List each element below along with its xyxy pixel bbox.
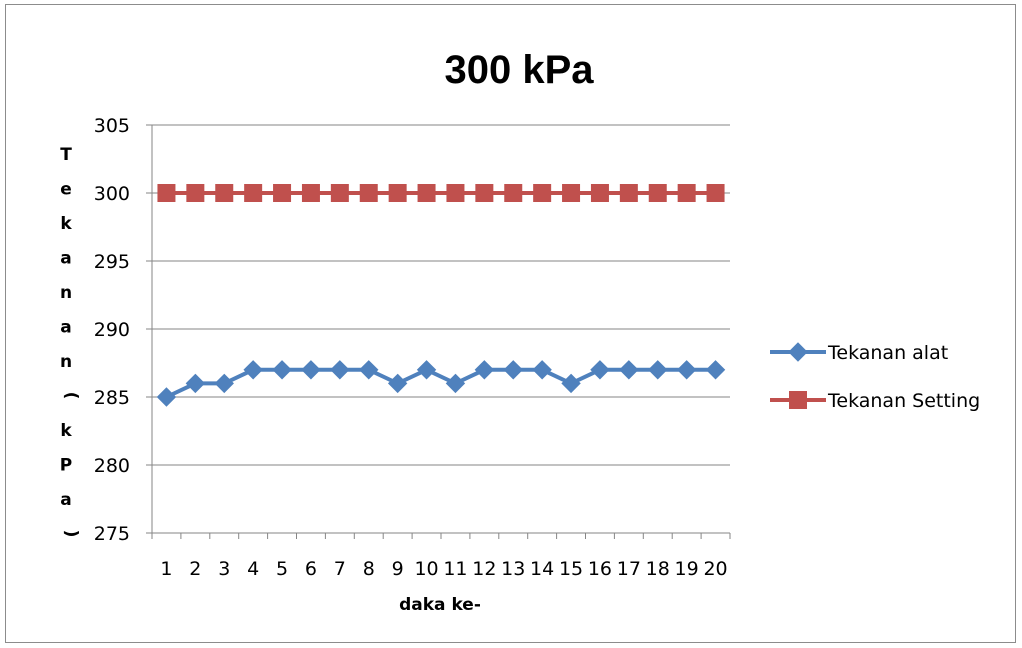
x-tick-label: 5 bbox=[276, 558, 288, 580]
legend-label: Tekanan Setting bbox=[827, 390, 980, 412]
data-point bbox=[676, 360, 697, 380]
y-axis-title-char: ) bbox=[61, 530, 81, 538]
y-axis-title-char: a bbox=[60, 490, 71, 510]
x-tick-label: 16 bbox=[588, 558, 612, 580]
y-tick-label: 290 bbox=[94, 319, 130, 341]
x-tick-label: 15 bbox=[559, 558, 583, 580]
x-tick-label: 13 bbox=[501, 558, 525, 580]
data-point bbox=[301, 360, 321, 380]
series-tekanan-alat bbox=[156, 360, 726, 407]
data-point bbox=[619, 184, 638, 202]
data-point bbox=[273, 184, 292, 202]
x-tick-label: 6 bbox=[305, 558, 317, 580]
data-point bbox=[157, 184, 176, 202]
data-point bbox=[504, 184, 523, 202]
data-point bbox=[416, 360, 437, 380]
data-point bbox=[445, 373, 466, 394]
data-point bbox=[590, 184, 609, 202]
data-point bbox=[388, 184, 407, 202]
data-point bbox=[186, 184, 205, 202]
x-tick-label: 20 bbox=[703, 558, 727, 580]
data-point bbox=[185, 373, 206, 394]
gridlines bbox=[152, 124, 730, 466]
y-tick-labels: 275 280 285 290 295 300 305 bbox=[94, 115, 130, 545]
y-axis-title-char: k bbox=[60, 421, 72, 441]
series-tekanan-setting bbox=[157, 184, 725, 202]
data-point bbox=[330, 184, 349, 202]
legend-swatch-marker bbox=[788, 342, 808, 362]
data-point bbox=[561, 373, 581, 394]
data-point bbox=[417, 184, 436, 202]
y-tick-label: 300 bbox=[94, 183, 130, 205]
data-point bbox=[156, 387, 177, 407]
x-tick-labels: 1 2 3 4 5 6 7 8 9 10 11 12 13 14 15 16 17 18 19 20 bbox=[160, 558, 727, 580]
chart-frame bbox=[5, 4, 1016, 643]
y-tick-label: 280 bbox=[94, 455, 130, 477]
y-axis-title-char: k bbox=[60, 214, 72, 234]
x-tick-label: 8 bbox=[363, 558, 375, 580]
data-point bbox=[359, 184, 378, 202]
data-point bbox=[619, 360, 639, 380]
x-tick-label: 18 bbox=[646, 558, 670, 580]
x-tick-label: 11 bbox=[443, 558, 467, 580]
data-point bbox=[301, 184, 320, 202]
data-point bbox=[706, 184, 725, 202]
y-axis-title-char: e bbox=[60, 180, 72, 200]
y-axis-title-char: ( bbox=[61, 392, 81, 400]
data-point bbox=[648, 184, 667, 202]
data-point bbox=[330, 360, 350, 380]
legend-entry: Tekanan Setting bbox=[770, 390, 980, 412]
legend-label: Tekanan alat bbox=[827, 342, 948, 364]
data-point bbox=[244, 184, 263, 202]
chart-title: 300 kPa bbox=[444, 48, 594, 92]
data-point bbox=[532, 360, 552, 380]
legend: Tekanan alat Tekanan Setting bbox=[770, 342, 980, 412]
x-tick-label: 10 bbox=[414, 558, 438, 580]
x-tick-label: 1 bbox=[160, 558, 172, 580]
x-tick-label: 17 bbox=[617, 558, 641, 580]
data-point bbox=[590, 360, 610, 380]
x-tick-label: 14 bbox=[530, 558, 554, 580]
y-tick-label: 285 bbox=[94, 387, 130, 409]
x-tick-label: 12 bbox=[472, 558, 496, 580]
y-tick-label: 295 bbox=[94, 251, 130, 273]
data-point bbox=[359, 360, 379, 380]
x-tick-label: 2 bbox=[189, 558, 201, 580]
y-tick-label: 305 bbox=[94, 115, 130, 137]
legend-entry: Tekanan alat bbox=[770, 342, 948, 364]
y-axis-title-char: T bbox=[60, 145, 72, 165]
x-tick-label: 19 bbox=[675, 558, 699, 580]
data-point bbox=[215, 184, 234, 202]
y-axis-title-char: P bbox=[60, 456, 72, 476]
y-axis-title-char: n bbox=[60, 283, 72, 303]
x-tick-label: 7 bbox=[334, 558, 346, 580]
data-point bbox=[475, 184, 494, 202]
y-axis-title-char: a bbox=[60, 318, 71, 338]
y-axis-title: Tekanan(kPa) bbox=[60, 145, 81, 537]
data-point bbox=[648, 360, 668, 380]
x-tick-label: 4 bbox=[247, 558, 259, 580]
y-axis-title-char: a bbox=[60, 249, 71, 269]
data-point bbox=[446, 184, 465, 202]
data-point bbox=[705, 360, 726, 380]
data-point bbox=[503, 360, 523, 380]
data-point bbox=[243, 360, 263, 380]
axes bbox=[146, 124, 731, 539]
data-point bbox=[214, 373, 234, 394]
y-tick-label: 275 bbox=[94, 523, 130, 545]
data-point bbox=[474, 360, 495, 380]
data-point bbox=[562, 184, 581, 202]
y-axis-title-char: n bbox=[60, 352, 72, 372]
series bbox=[156, 184, 726, 407]
x-tick-label: 3 bbox=[218, 558, 230, 580]
data-point bbox=[387, 373, 408, 394]
data-point bbox=[677, 184, 696, 202]
data-point bbox=[533, 184, 552, 202]
legend-swatch-marker bbox=[789, 391, 807, 409]
data-point bbox=[272, 360, 292, 380]
x-axis-title: daka ke- bbox=[399, 595, 481, 615]
x-tick-label: 9 bbox=[392, 558, 404, 580]
